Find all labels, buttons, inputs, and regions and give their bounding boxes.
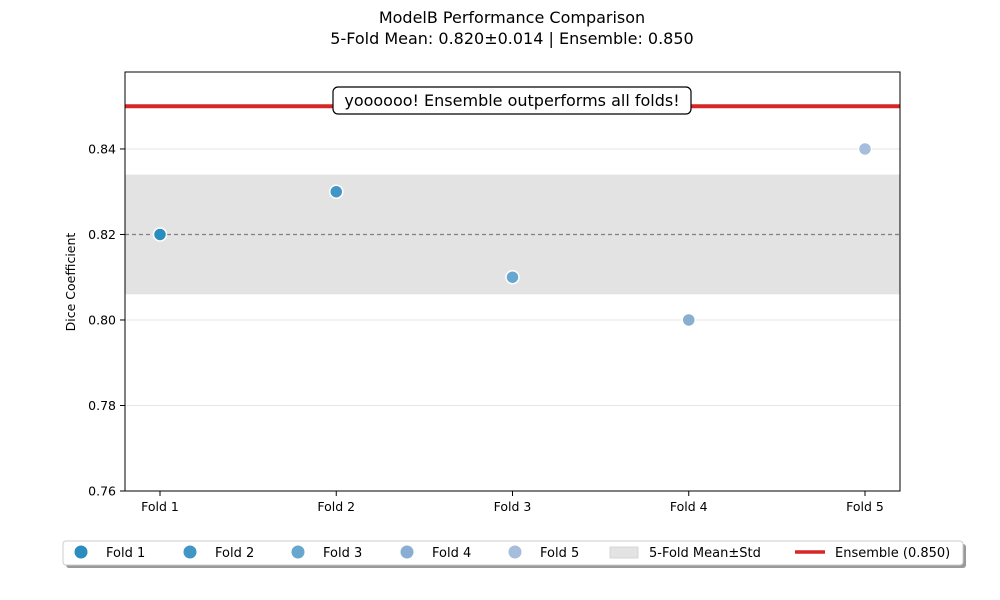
plot-area: yoooooo! Ensemble outperforms all folds! [124,71,901,492]
x-tick-label: Fold 1 [141,499,179,514]
legend-item-fold-4: Fold 4 [400,545,471,561]
y-tick-label: 0.78 [88,398,116,413]
x-tick-label: Fold 5 [846,499,884,514]
legend-item-band: 5-Fold Mean±Std [609,546,761,561]
legend-band-label: 5-Fold Mean±Std [649,546,761,561]
legend-marker [400,545,414,559]
data-point-fold-3 [505,269,520,285]
data-point-fold-2 [329,184,344,199]
y-tick-label: 0.82 [88,227,116,242]
annotation-text: yoooooo! Ensemble outperforms all folds! [344,91,679,110]
legend-item-ensemble: Ensemble (0.850) [795,546,950,561]
data-point-fold-4 [681,312,696,328]
legend-marker [183,545,197,559]
legend-label: Fold 3 [323,546,362,561]
chart-subtitle: 5-Fold Mean: 0.820±0.014 | Ensemble: 0.8… [330,29,693,48]
legend-item-fold-3: Fold 3 [291,545,362,561]
data-point-fold-5 [857,141,873,157]
legend-label: Fold 2 [215,546,254,561]
x-tick-label: Fold 2 [317,499,355,514]
y-tick-label: 0.76 [88,484,116,499]
x-tick-label: Fold 4 [670,499,708,514]
legend-ensemble-label: Ensemble (0.850) [835,546,950,561]
annotation-box: yoooooo! Ensemble outperforms all folds! [332,86,692,115]
legend-label: Fold 5 [540,546,579,561]
legend-label: Fold 1 [106,546,145,561]
legend-marker [291,545,305,559]
y-axis-label: Dice Coefficient [63,233,78,332]
y-tick-label: 0.84 [88,141,116,156]
legend-band-swatch [609,546,639,559]
data-points [152,141,873,328]
legend-item-fold-5: Fold 5 [508,545,579,561]
annotation-frame [332,86,692,115]
x-axis: Fold 1 Fold 2 Fold 3 Fold 4 Fold 5 [141,491,884,514]
chart-title: ModelB Performance Comparison [379,8,645,27]
legend: Fold 1 Fold 2 Fold 3 Fold 4 Fold 5 5-Fold Me… [62,540,966,568]
y-tick-label: 0.80 [88,312,116,327]
legend-items: Fold 1 Fold 2 Fold 3 Fold 4 Fold 5 [74,545,579,561]
y-axis: 0.76 0.78 0.80 0.82 0.84 [88,141,125,499]
x-tick-label: Fold 3 [494,499,532,514]
legend-marker [74,545,88,559]
legend-item-fold-2: Fold 2 [183,545,254,561]
legend-label: Fold 4 [432,546,471,561]
data-point-fold-1 [152,227,168,242]
legend-marker [508,545,522,559]
legend-item-fold-1: Fold 1 [74,545,145,561]
